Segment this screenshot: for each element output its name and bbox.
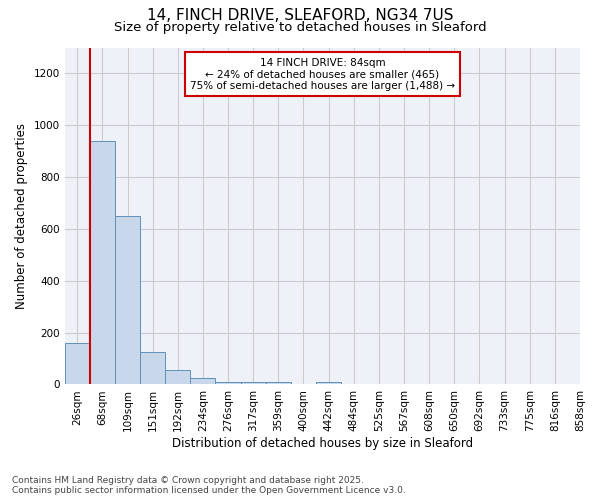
Bar (266, 382, 291, 384)
Bar (165, 370, 190, 384)
Bar (241, 382, 266, 384)
Bar (65, 343, 90, 384)
Text: Contains HM Land Registry data © Crown copyright and database right 2025.
Contai: Contains HM Land Registry data © Crown c… (12, 476, 406, 495)
Bar (316, 382, 341, 384)
X-axis label: Distribution of detached houses by size in Sleaford: Distribution of detached houses by size … (172, 437, 473, 450)
Text: 14 FINCH DRIVE: 84sqm
← 24% of detached houses are smaller (465)
75% of semi-det: 14 FINCH DRIVE: 84sqm ← 24% of detached … (190, 58, 455, 91)
Bar (115, 216, 140, 384)
Bar (190, 378, 215, 384)
Bar (140, 352, 165, 384)
Bar (215, 382, 241, 384)
Text: 14, FINCH DRIVE, SLEAFORD, NG34 7US: 14, FINCH DRIVE, SLEAFORD, NG34 7US (147, 8, 453, 22)
Text: Size of property relative to detached houses in Sleaford: Size of property relative to detached ho… (113, 21, 487, 34)
Bar (90, 141, 115, 384)
Y-axis label: Number of detached properties: Number of detached properties (15, 123, 28, 309)
